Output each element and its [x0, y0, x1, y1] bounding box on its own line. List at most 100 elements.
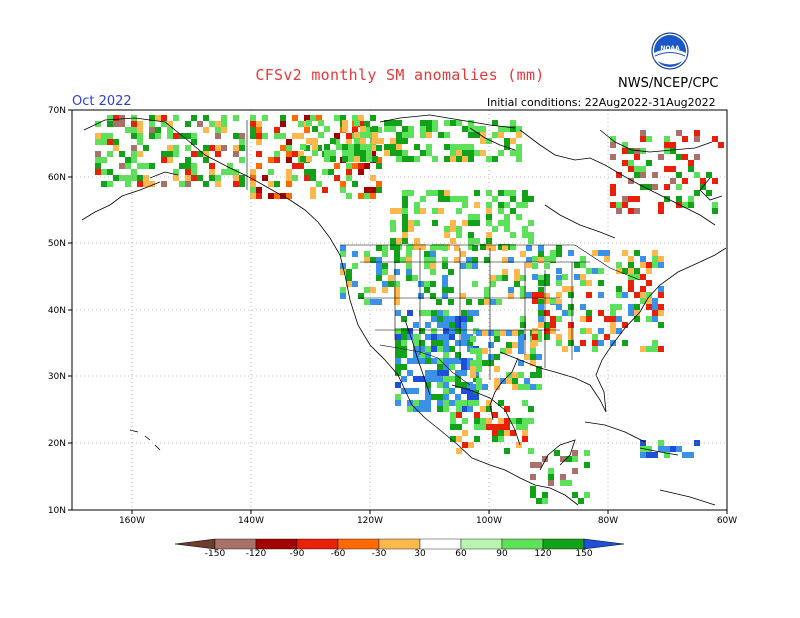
anomaly-cell — [492, 156, 498, 162]
anomaly-cell — [712, 178, 718, 184]
anomaly-cell — [538, 322, 544, 328]
anomaly-cell — [167, 127, 173, 133]
anomaly-cell — [550, 328, 556, 334]
anomaly-cell — [250, 175, 256, 181]
anomaly-cell — [706, 172, 712, 178]
anomaly-cell — [470, 372, 476, 378]
anomaly-cell — [544, 280, 550, 286]
lon-label: 80W — [598, 516, 618, 526]
anomaly-cell — [538, 310, 544, 316]
anomaly-cell — [425, 370, 431, 376]
anomaly-cell — [395, 358, 401, 364]
anomaly-cell — [522, 424, 528, 430]
anomaly-cell — [622, 196, 628, 202]
anomaly-cell — [560, 480, 566, 486]
anomaly-cell — [274, 193, 280, 199]
anomaly-cell — [536, 366, 542, 372]
anomaly-cell — [676, 196, 682, 202]
anomaly-cell — [461, 364, 467, 370]
anomaly-cell — [646, 304, 652, 310]
anomaly-cell — [456, 196, 462, 202]
anomaly-cell — [360, 156, 366, 162]
anomaly-cell — [426, 144, 432, 150]
anomaly-cell — [394, 257, 400, 263]
anomaly-cell — [161, 151, 167, 157]
anomaly-cell — [438, 244, 444, 250]
anomaly-cell — [424, 287, 430, 293]
anomaly-cell — [556, 292, 562, 298]
anomaly-cell — [456, 424, 462, 430]
anomaly-cell — [390, 150, 396, 156]
anomaly-cell — [364, 187, 370, 193]
anomaly-cell — [610, 184, 616, 190]
anomaly-cell — [360, 150, 366, 156]
anomaly-cell — [530, 462, 536, 468]
anomaly-cell — [366, 156, 372, 162]
anomaly-cell — [455, 400, 461, 406]
anomaly-cell — [364, 251, 370, 257]
anomaly-cell — [592, 250, 598, 256]
anomaly-cell — [364, 163, 370, 169]
anomaly-cell — [425, 322, 431, 328]
anomaly-cell — [634, 148, 640, 154]
anomaly-cell — [622, 292, 628, 298]
anomaly-cell — [490, 281, 496, 287]
anomaly-cell — [274, 133, 280, 139]
anomaly-cell — [340, 269, 346, 275]
anomaly-cell — [524, 378, 530, 384]
anomaly-cell — [256, 151, 262, 157]
anomaly-cell — [646, 184, 652, 190]
colorbar-swatch — [501, 538, 544, 550]
anomaly-cell — [113, 145, 119, 151]
anomaly-cell — [622, 202, 628, 208]
anomaly-cell — [444, 196, 450, 202]
anomaly-cell — [125, 163, 131, 169]
anomaly-cell — [490, 275, 496, 281]
anomaly-cell — [461, 388, 467, 394]
anomaly-cell — [395, 370, 401, 376]
anomaly-cell — [426, 190, 432, 196]
anomaly-cell — [467, 406, 473, 412]
anomaly-cell — [528, 220, 534, 226]
anomaly-cell — [456, 156, 462, 162]
anomaly-cell — [358, 121, 364, 127]
anomaly-cell — [372, 156, 378, 162]
anomaly-cell — [510, 418, 516, 424]
anomaly-cell — [640, 440, 646, 446]
anomaly-cell — [568, 292, 574, 298]
anomaly-cell — [286, 169, 292, 175]
anomaly-cell — [286, 175, 292, 181]
anomaly-cell — [215, 121, 221, 127]
anomaly-cell — [233, 181, 239, 187]
anomaly-cell — [179, 163, 185, 169]
anomaly-cell — [664, 184, 670, 190]
anomaly-cell — [256, 163, 262, 169]
anomaly-cell — [370, 175, 376, 181]
anomaly-cell — [467, 388, 473, 394]
anomaly-cell — [518, 360, 524, 366]
anomaly-cell — [492, 132, 498, 138]
anomaly-cell — [468, 442, 474, 448]
anomaly-cell — [480, 132, 486, 138]
anomaly-cell — [376, 269, 382, 275]
colorbar-swatch — [255, 538, 298, 550]
anomaly-cell — [664, 142, 670, 148]
anomaly-cell — [346, 275, 352, 281]
anomaly-cell — [658, 346, 664, 352]
anomaly-cell — [352, 163, 358, 169]
anomaly-cell — [506, 378, 512, 384]
anomaly-cell — [342, 144, 348, 150]
anomaly-cell — [396, 238, 402, 244]
anomaly-cell — [209, 175, 215, 181]
anomaly-cell — [538, 257, 544, 263]
anomaly-cell — [396, 132, 402, 138]
anomaly-cell — [113, 115, 119, 121]
anomaly-cell — [443, 376, 449, 382]
anomaly-cell — [646, 160, 652, 166]
anomaly-cell — [462, 202, 468, 208]
anomaly-cell — [538, 275, 544, 281]
anomaly-cell — [640, 166, 646, 172]
anomaly-cell — [376, 157, 382, 163]
anomaly-cell — [510, 244, 516, 250]
anomaly-cell — [233, 169, 239, 175]
